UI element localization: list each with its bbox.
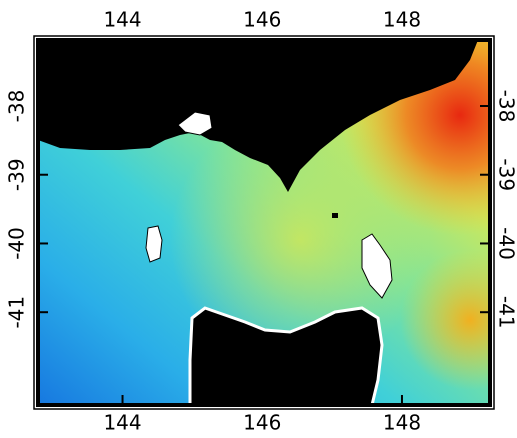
y-tick-label-right: -40	[495, 227, 517, 260]
y-tick-label-left: -38	[5, 90, 29, 123]
y-tick-label-left: -41	[5, 296, 29, 329]
y-tick-label-right: -39	[495, 158, 517, 191]
map-figure: 144 144 146 146 148 148 -38 -38 -39 -39 -40 -40 -41 -…	[0, 0, 517, 438]
x-tick-label-bottom: 148	[383, 411, 421, 435]
y-tick-label-right: -41	[495, 296, 517, 329]
small-island	[332, 213, 338, 218]
y-tick-label-right: -38	[495, 90, 517, 123]
y-tick-label-left: -39	[5, 158, 29, 191]
x-tick-label-top: 146	[243, 8, 281, 32]
x-tick-label-bottom: 144	[103, 411, 141, 435]
x-tick-label-bottom: 146	[243, 411, 281, 435]
y-tick-label-left: -40	[5, 227, 29, 260]
x-tick-label-top: 144	[103, 8, 141, 32]
x-tick-label-top: 148	[383, 8, 421, 32]
king-island	[146, 226, 162, 262]
